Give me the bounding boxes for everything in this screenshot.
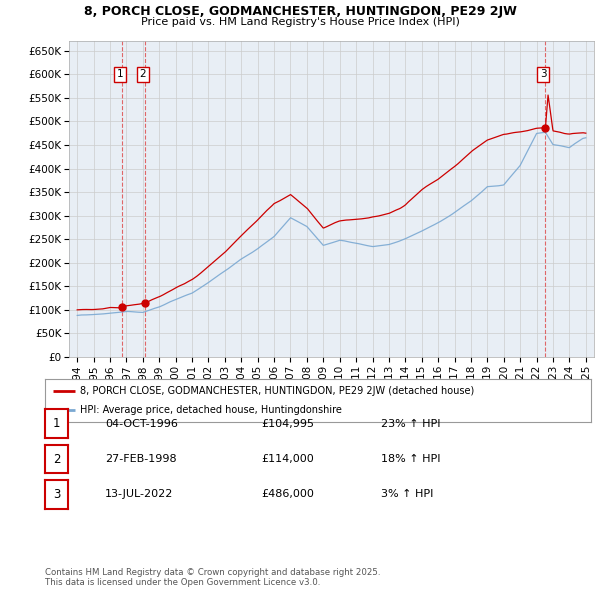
- Text: 3% ↑ HPI: 3% ↑ HPI: [381, 490, 433, 499]
- Text: 3: 3: [53, 488, 60, 501]
- Text: £104,995: £104,995: [261, 419, 314, 428]
- Text: £114,000: £114,000: [261, 454, 314, 464]
- Text: 23% ↑ HPI: 23% ↑ HPI: [381, 419, 440, 428]
- Text: 27-FEB-1998: 27-FEB-1998: [105, 454, 176, 464]
- Text: HPI: Average price, detached house, Huntingdonshire: HPI: Average price, detached house, Hunt…: [80, 405, 343, 415]
- Text: 1: 1: [117, 69, 124, 79]
- Text: 8, PORCH CLOSE, GODMANCHESTER, HUNTINGDON, PE29 2JW (detached house): 8, PORCH CLOSE, GODMANCHESTER, HUNTINGDO…: [80, 386, 475, 396]
- Text: 18% ↑ HPI: 18% ↑ HPI: [381, 454, 440, 464]
- Text: Price paid vs. HM Land Registry's House Price Index (HPI): Price paid vs. HM Land Registry's House …: [140, 17, 460, 27]
- Text: 3: 3: [539, 69, 546, 79]
- Text: 2: 2: [53, 453, 60, 466]
- Text: Contains HM Land Registry data © Crown copyright and database right 2025.
This d: Contains HM Land Registry data © Crown c…: [45, 568, 380, 587]
- Text: 1: 1: [53, 417, 60, 430]
- Text: 04-OCT-1996: 04-OCT-1996: [105, 419, 178, 428]
- Text: 8, PORCH CLOSE, GODMANCHESTER, HUNTINGDON, PE29 2JW: 8, PORCH CLOSE, GODMANCHESTER, HUNTINGDO…: [83, 5, 517, 18]
- Text: 2: 2: [140, 69, 146, 79]
- Text: £486,000: £486,000: [261, 490, 314, 499]
- Text: 13-JUL-2022: 13-JUL-2022: [105, 490, 173, 499]
